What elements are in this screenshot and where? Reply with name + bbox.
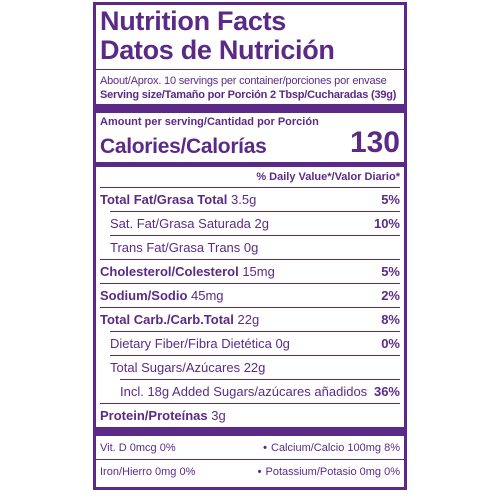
nutrient-pct: 2%: [381, 288, 400, 303]
thick-divider: [96, 104, 404, 113]
calories-label: Calories/Calorías: [100, 135, 267, 158]
vitamins-row-2: Iron/Hierro 0mg 0% • Potassium/Potasio 0m…: [100, 460, 400, 483]
daily-value-header: % Daily Value*/Valor Diario*: [256, 171, 400, 183]
nutrient-pct: 10%: [373, 216, 400, 231]
nutrient-row-trans-fat: Trans Fat/Grasa Trans 0g: [110, 235, 400, 259]
nutrient-pct: 5%: [381, 192, 400, 207]
nutrient-row-total-fat: Total Fat/Grasa Total 3.5g 5%: [100, 187, 400, 211]
nutrition-facts-panel: Nutrition Facts Datos de Nutrición About…: [93, 2, 407, 490]
bullet-icon: •: [257, 465, 262, 478]
calories-row: Calories/Calorías 130: [100, 128, 400, 158]
panel-content: Nutrition Facts Datos de Nutrición About…: [96, 5, 404, 487]
nutrient-row-sodium: Sodium/Sodio 45mg 2%: [100, 283, 400, 307]
calories-divider: [96, 162, 404, 167]
amount-per-serving: Amount per serving/Cantidad por Porción: [100, 116, 319, 128]
nutrient-label: Total Carb./Carb.Total: [100, 312, 234, 327]
nutrient-label: Total Fat/Grasa Total: [100, 192, 228, 207]
nutrient-label: Sodium/Sodio: [100, 288, 188, 303]
title-es: Datos de Nutrición: [100, 35, 335, 65]
nutrient-pct: 5%: [381, 264, 400, 279]
nutrient-amount: 0g: [243, 240, 259, 255]
nutrient-pct: 0%: [381, 336, 400, 351]
vitamin-d: Vit. D 0mcg 0%: [100, 441, 176, 454]
vitamins-divider: [96, 427, 404, 436]
nutrient-label: Incl. 18g Added Sugars/azúcares añadidos: [120, 384, 368, 399]
nutrient-row-total-sugars: Total Sugars/Azúcares 22g: [110, 355, 400, 379]
title-divider: [96, 69, 404, 70]
bullet-icon: •: [263, 441, 267, 454]
calories-value: 130: [349, 126, 400, 159]
nutrient-row-fiber: Dietary Fiber/Fibra Dietética 0g 0%: [110, 331, 400, 355]
calcium: Calcium/Calcio 100mg 8%: [271, 441, 400, 454]
nutrient-label: Sat. Fat/Grasa Saturada: [110, 216, 251, 231]
nutrient-amount: 22g: [237, 312, 260, 327]
vitamins-rule: [96, 459, 404, 460]
nutrient-amount: 0g: [275, 336, 290, 351]
vitamins-row-1: Vit. D 0mcg 0% • Calcium/Calcio 100mg 8%: [100, 436, 400, 459]
nutrient-amount: 2g: [254, 216, 269, 231]
nutrient-amount: 45mg: [191, 288, 224, 303]
nutrient-row-total-carb: Total Carb./Carb.Total 22g 8%: [100, 307, 400, 331]
nutrient-pct: 36%: [373, 384, 400, 399]
nutrient-row-added-sugars: Incl. 18g Added Sugars/azúcares añadidos…: [120, 379, 400, 403]
nutrient-amount: 15mg: [242, 264, 275, 279]
nutrient-amount: 3.5g: [231, 192, 257, 207]
nutrient-label: Protein/Proteínas: [100, 408, 208, 423]
nutrient-amount: 3g: [211, 408, 226, 423]
nutrient-pct: 8%: [381, 312, 400, 327]
nutrient-amount: 22g: [243, 360, 266, 375]
title-en: Nutrition Facts: [100, 6, 287, 36]
nutrient-row-sat-fat: Sat. Fat/Grasa Saturada 2g 10%: [110, 211, 400, 235]
nutrient-row-protein: Protein/Proteínas 3g: [100, 403, 400, 427]
servings-per-container: About/Aprox. 10 servings per container/p…: [100, 75, 387, 87]
nutrient-label: Trans Fat/Grasa Trans: [110, 240, 241, 255]
serving-size: Serving size/Tamaño por Porción 2 Tbsp/C…: [100, 89, 397, 101]
nutrient-label: Total Sugars/Azúcares: [110, 360, 241, 375]
nutrient-label: Cholesterol/Colesterol: [100, 264, 239, 279]
nutrient-row-cholesterol: Cholesterol/Colesterol 15mg 5%: [100, 259, 400, 283]
nutrient-label: Dietary Fiber/Fibra Dietética: [110, 336, 272, 351]
potassium: Potassium/Potasio 0mg 0%: [265, 465, 400, 478]
iron: Iron/Hierro 0mg 0%: [100, 465, 196, 478]
